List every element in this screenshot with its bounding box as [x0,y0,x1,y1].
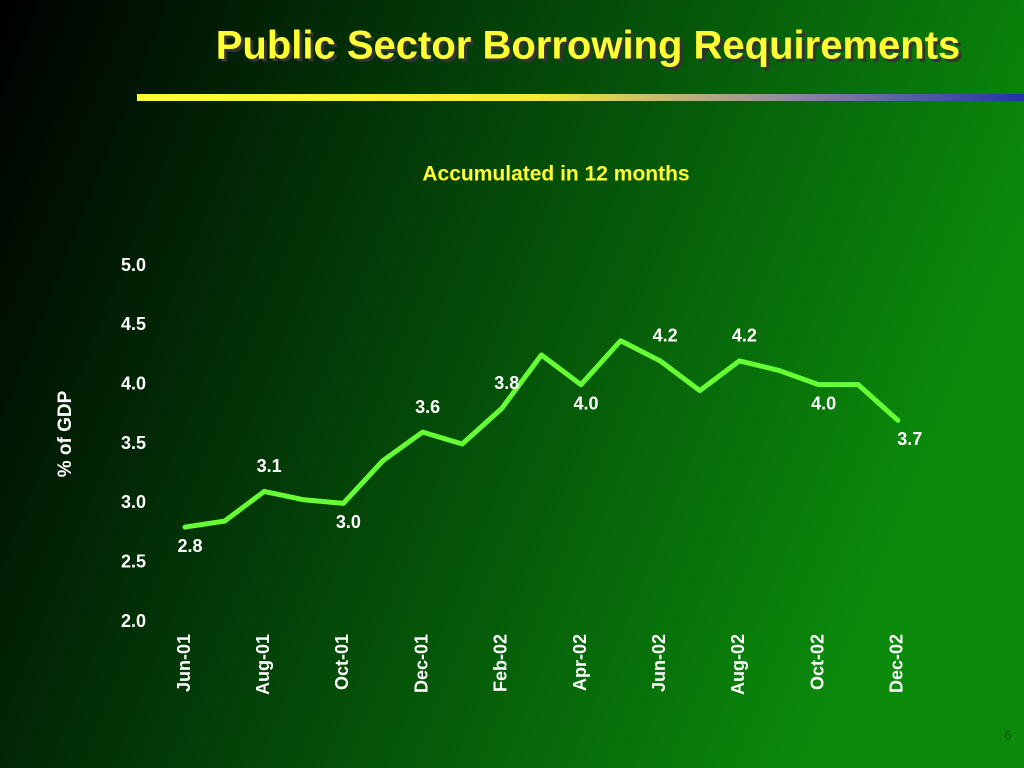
data-label: 4.0 [573,393,598,413]
y-tick-label: 4.5 [121,314,146,334]
y-tick-label: 5.0 [121,255,146,275]
data-line [182,338,901,530]
x-tick-label: Dec-01 [411,634,431,693]
x-tick-label: Feb-02 [491,634,511,692]
x-tick-label: Dec-02 [887,634,907,693]
data-label: 3.1 [257,456,282,476]
y-tick-label: 3.5 [121,433,146,453]
x-tick-label: Oct-01 [332,634,352,690]
data-label: 3.8 [494,373,519,393]
data-label: 3.6 [415,397,440,417]
x-tick-label: Jun-02 [649,634,669,692]
y-tick-label: 2.0 [121,611,146,631]
data-label: 4.2 [653,326,678,346]
data-label: 2.8 [177,536,202,556]
title-rule [137,94,1024,101]
y-tick-label: 3.0 [121,492,146,512]
y-axis-label: % of GDP [55,390,76,477]
x-tick-label: Apr-02 [570,634,590,691]
y-tick-label: 4.0 [121,373,146,393]
data-label: 4.2 [732,326,757,346]
x-tick-label: Aug-01 [253,634,273,695]
title-shadow: Public Sector Borrowing Requirements [219,27,964,71]
chart-subtitle: Accumulated in 12 months [422,163,689,186]
data-label: 3.0 [336,512,361,532]
x-tick-label: Jun-01 [174,634,194,692]
chart-title: Public Sector Borrowing Requirements [216,24,961,68]
data-label: 4.0 [811,393,836,413]
x-tick-label: Aug-02 [728,634,748,695]
x-tick-label: Oct-02 [807,634,827,690]
page-number: 6 [1004,727,1011,742]
y-tick-label: 2.5 [121,551,146,571]
data-label: 3.7 [897,429,922,449]
